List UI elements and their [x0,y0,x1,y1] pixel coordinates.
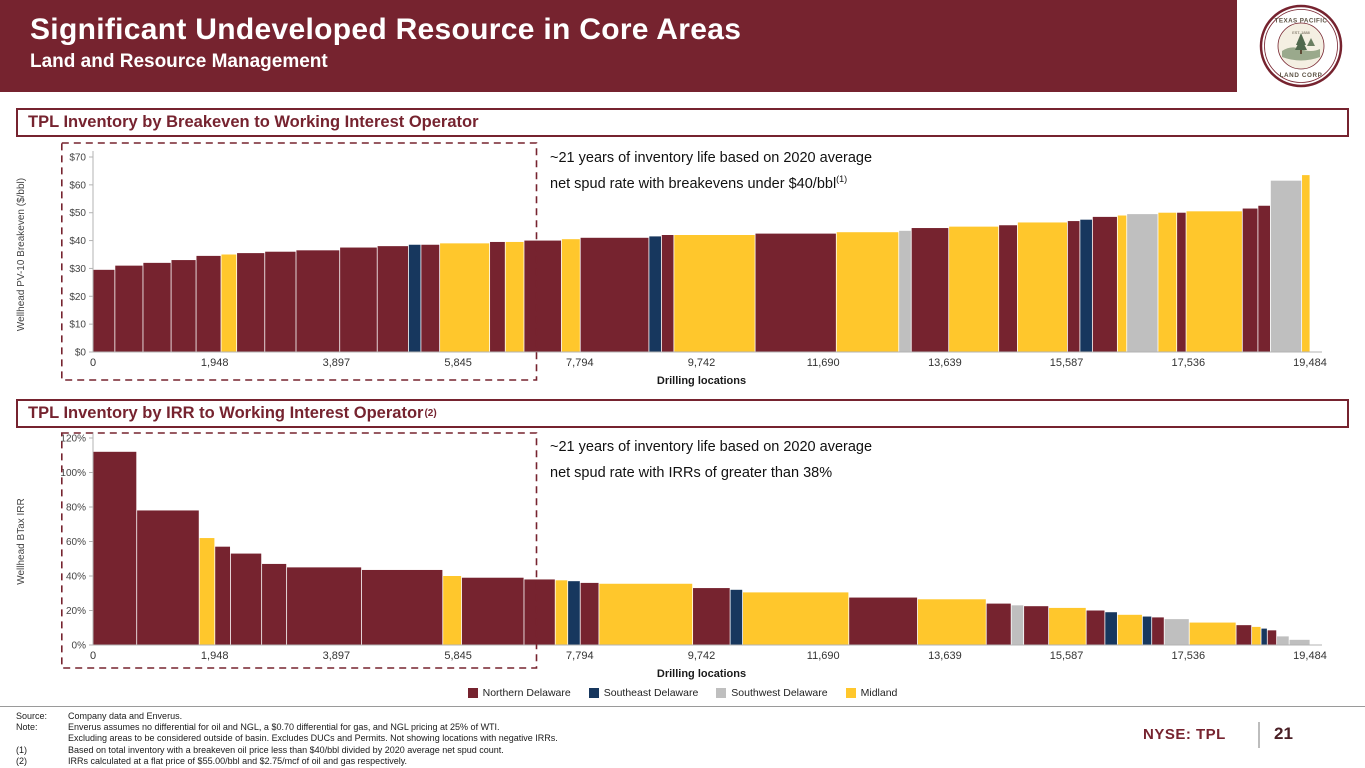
svg-text:LAND CORP: LAND CORP [1280,72,1323,79]
highlight-region-box [60,432,538,669]
svg-text:0: 0 [90,650,96,662]
header-banner: Significant Undeveloped Resource in Core… [0,0,1365,92]
footnote-row: (1) Based on total inventory with a break… [16,745,996,756]
svg-text:9,742: 9,742 [688,357,716,369]
section-title-irr: TPL Inventory by IRR to Working Interest… [16,399,1349,428]
svg-text:9,742: 9,742 [688,650,716,662]
footnote-text: Based on total inventory with a breakeve… [68,744,504,755]
legend-item: Northern Delaware [467,687,571,699]
legend-swatch [716,688,727,698]
svg-text:3,897: 3,897 [323,650,351,662]
chart-legend: Northern Delaware Southeast Delaware South… [0,687,1365,699]
page-title: Significant Undeveloped Resource in Core… [30,13,742,46]
page-subtitle: Land and Resource Management [30,51,328,72]
footnote-text: IRRs calculated at a flat price of $55.0… [68,755,408,766]
svg-text:60%: 60% [66,537,86,548]
footnote-label: Source: [16,711,48,721]
svg-text:1,948: 1,948 [201,357,229,369]
breakeven-chart: $0 $10 $20 $30 $40 $50 $60 $70 0 1,948 3,897 5,845 7… [16,142,1327,387]
footnote-label: Note: [16,722,38,733]
svg-text:0: 0 [90,357,96,369]
svg-text:13,639: 13,639 [928,650,962,662]
footnote-text: Company data and Enverus. [68,711,183,721]
page-number: 21 [1274,724,1293,743]
svg-text:7,794: 7,794 [566,357,594,369]
texas-pacific-seal-icon: TEXAS PACIFIC EST. 1888 LAND CORP [1259,4,1343,88]
legend-label: Southwest Delaware [731,687,828,699]
legend-label: Midland [860,687,898,699]
axes-group: $0 $10 $20 $30 $40 $50 $60 $70 0 1,948 3,897 5,845 7… [69,151,1327,369]
ticker-label: NYSE: TPL [1143,726,1226,743]
svg-text:$40: $40 [69,236,86,247]
svg-text:EST. 1888: EST. 1888 [1292,31,1310,35]
company-logo: TEXAS PACIFIC EST. 1888 LAND CORP [1237,0,1365,92]
footnote-row: Excluding areas to be considered outside… [16,733,996,744]
footnote-row: Source: Company data and Enverus. [16,711,996,722]
svg-text:15,587: 15,587 [1050,357,1084,369]
footnote-label: (2) [16,755,27,766]
svg-text:80%: 80% [66,503,86,514]
legend-item: Southwest Delaware [716,687,828,699]
svg-text:17,536: 17,536 [1171,650,1205,662]
svg-text:1,948: 1,948 [201,650,229,662]
legend-swatch [467,688,478,698]
irr-annotation: ~21 years of inventory life based on 202… [550,439,873,481]
svg-text:$70: $70 [69,153,86,164]
bars-group [93,175,1310,352]
svg-text:TEXAS PACIFIC: TEXAS PACIFIC [1275,18,1328,25]
svg-text:20%: 20% [66,606,86,617]
svg-text:11,690: 11,690 [807,650,840,662]
legend-item: Midland [845,687,898,699]
svg-text:100%: 100% [60,468,86,479]
legend-item: Southeast Delaware [588,687,699,699]
svg-text:120%: 120% [60,434,86,445]
irr-chart: 0% 20% 40% 60% 80% 100% 120% 0 1,948 3,897 5,845 7,… [16,432,1327,680]
svg-text:$0: $0 [75,348,87,359]
footnote-label: (1) [16,744,27,755]
svg-text:3,897: 3,897 [323,357,351,369]
axes-group: 0% 20% 40% 60% 80% 100% 120% 0 1,948 3,897 5,845 7,… [60,432,1327,662]
section-title-text: TPL Inventory by IRR to Working Interest… [28,404,424,422]
x-axis-label: Drilling locations [657,375,746,387]
footer-divider [0,706,1365,707]
section-title-sup: (2) [424,408,437,419]
x-axis-label: Drilling locations [657,668,746,680]
footnote-label [16,733,68,744]
svg-text:15,587: 15,587 [1050,650,1084,662]
highlight-region-box [60,142,538,381]
y-axis-label: Wellhead PV-10 Breakeven ($/bbl) [16,178,27,331]
svg-text:17,536: 17,536 [1171,357,1205,369]
svg-text:19,484: 19,484 [1293,357,1327,369]
svg-text:11,690: 11,690 [807,357,840,369]
breakeven-annotation: ~21 years of inventory life based on 202… [550,150,873,192]
legend-swatch [845,688,856,698]
footnotes: Source: Company data and Enverus. Note: Env… [16,711,996,767]
y-axis-label: Wellhead BTax IRR [16,498,27,585]
svg-text:40%: 40% [66,572,86,583]
page-number-divider [1258,722,1260,748]
svg-text:7,794: 7,794 [566,650,594,662]
footnote-text: Enverus assumes no differential for oil … [68,722,500,733]
svg-text:$30: $30 [69,264,86,275]
bars-group [93,451,1310,646]
section-title-breakeven: TPL Inventory by Breakeven to Working In… [16,108,1349,137]
footnote-row: Note: Enverus assumes no differential for… [16,722,996,733]
svg-text:$20: $20 [69,292,86,303]
svg-text:$50: $50 [69,208,86,219]
svg-text:5,845: 5,845 [444,357,472,369]
section-title-text: TPL Inventory by Breakeven to Working In… [28,113,479,131]
footnote-row: (2) IRRs calculated at a flat price of $5… [16,756,996,767]
svg-text:19,484: 19,484 [1293,650,1327,662]
legend-label: Northern Delaware [482,687,571,699]
legend-label: Southeast Delaware [603,687,699,699]
svg-text:$10: $10 [69,320,86,331]
svg-text:0%: 0% [72,641,87,652]
svg-text:13,639: 13,639 [928,357,962,369]
legend-swatch [588,688,599,698]
svg-text:$60: $60 [69,180,86,191]
svg-text:5,845: 5,845 [444,650,472,662]
footnote-text: Excluding areas to be considered outside… [68,733,558,744]
